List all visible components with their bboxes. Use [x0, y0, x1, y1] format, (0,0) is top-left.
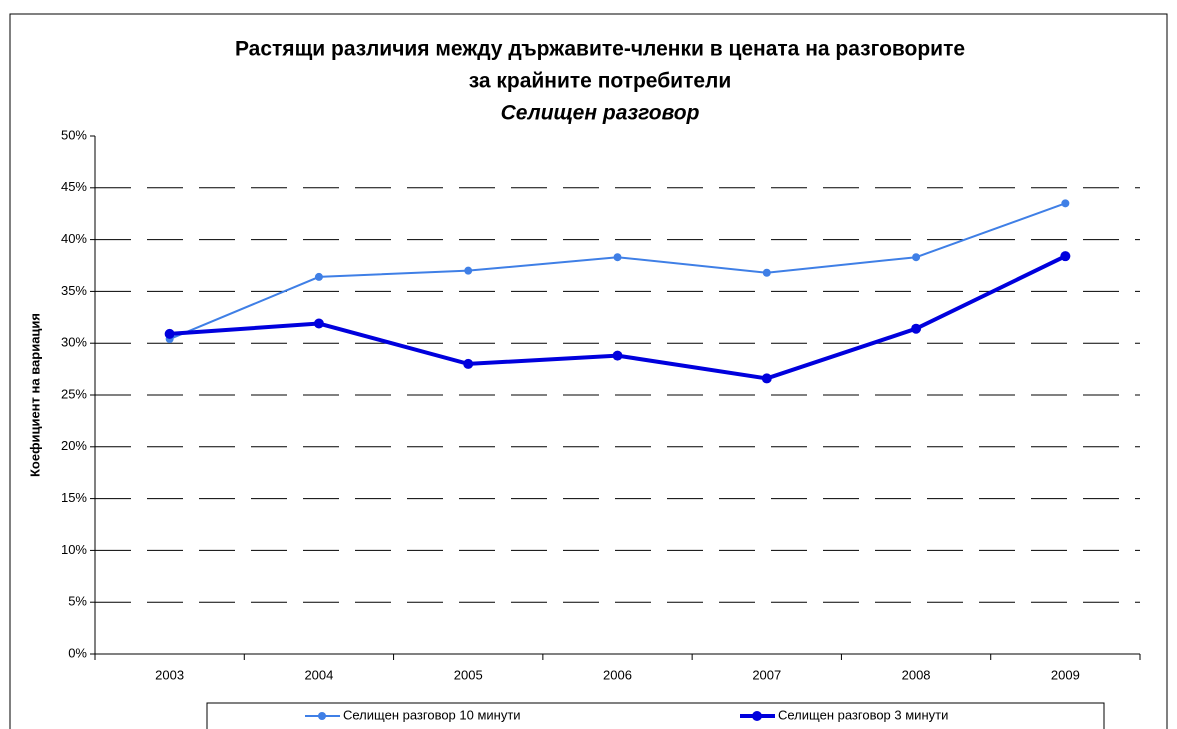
y-tick-label: 0%	[68, 645, 87, 660]
x-tick-label: 2008	[902, 667, 931, 682]
y-tick-label: 10%	[61, 542, 87, 557]
x-tick-label: 2006	[603, 667, 632, 682]
chart-border	[9, 13, 1168, 729]
data-point	[314, 272, 323, 281]
y-axis-label: Коефициент на вариация	[27, 313, 42, 477]
data-point	[1061, 199, 1070, 208]
x-tick-label: 2009	[1051, 667, 1080, 682]
data-point	[912, 253, 921, 262]
x-tick-label: 2007	[752, 667, 781, 682]
y-tick-label: 35%	[61, 283, 87, 298]
y-tick-label: 50%	[61, 127, 87, 142]
data-point	[612, 350, 623, 361]
data-point	[463, 358, 474, 369]
chart-title: за крайните потребители	[469, 70, 732, 93]
data-point	[761, 373, 772, 384]
y-tick-label: 15%	[61, 490, 87, 505]
data-point	[164, 328, 175, 339]
y-tick-label: 25%	[61, 386, 87, 401]
legend-label: Селищен разговор 10 минути	[343, 707, 521, 722]
data-point	[1060, 251, 1071, 262]
y-tick-label: 40%	[61, 231, 87, 246]
data-point	[464, 266, 473, 275]
data-point	[911, 323, 922, 334]
y-tick-label: 30%	[61, 335, 87, 350]
chart-title: Растящи различия между държавите-членки …	[235, 38, 965, 61]
legend-label: Селищен разговор 3 минути	[778, 707, 948, 722]
y-tick-label: 5%	[68, 594, 87, 609]
y-tick-label: 45%	[61, 179, 87, 194]
x-tick-label: 2004	[304, 667, 333, 682]
data-point	[762, 268, 771, 277]
legend-marker	[752, 711, 762, 721]
data-point	[313, 318, 324, 329]
x-tick-label: 2005	[454, 667, 483, 682]
y-tick-label: 20%	[61, 438, 87, 453]
legend-box	[206, 702, 1105, 729]
legend-marker	[318, 712, 326, 720]
data-point	[613, 253, 622, 262]
chart-subtitle: Селищен разговор	[501, 102, 700, 125]
x-tick-label: 2003	[155, 667, 184, 682]
